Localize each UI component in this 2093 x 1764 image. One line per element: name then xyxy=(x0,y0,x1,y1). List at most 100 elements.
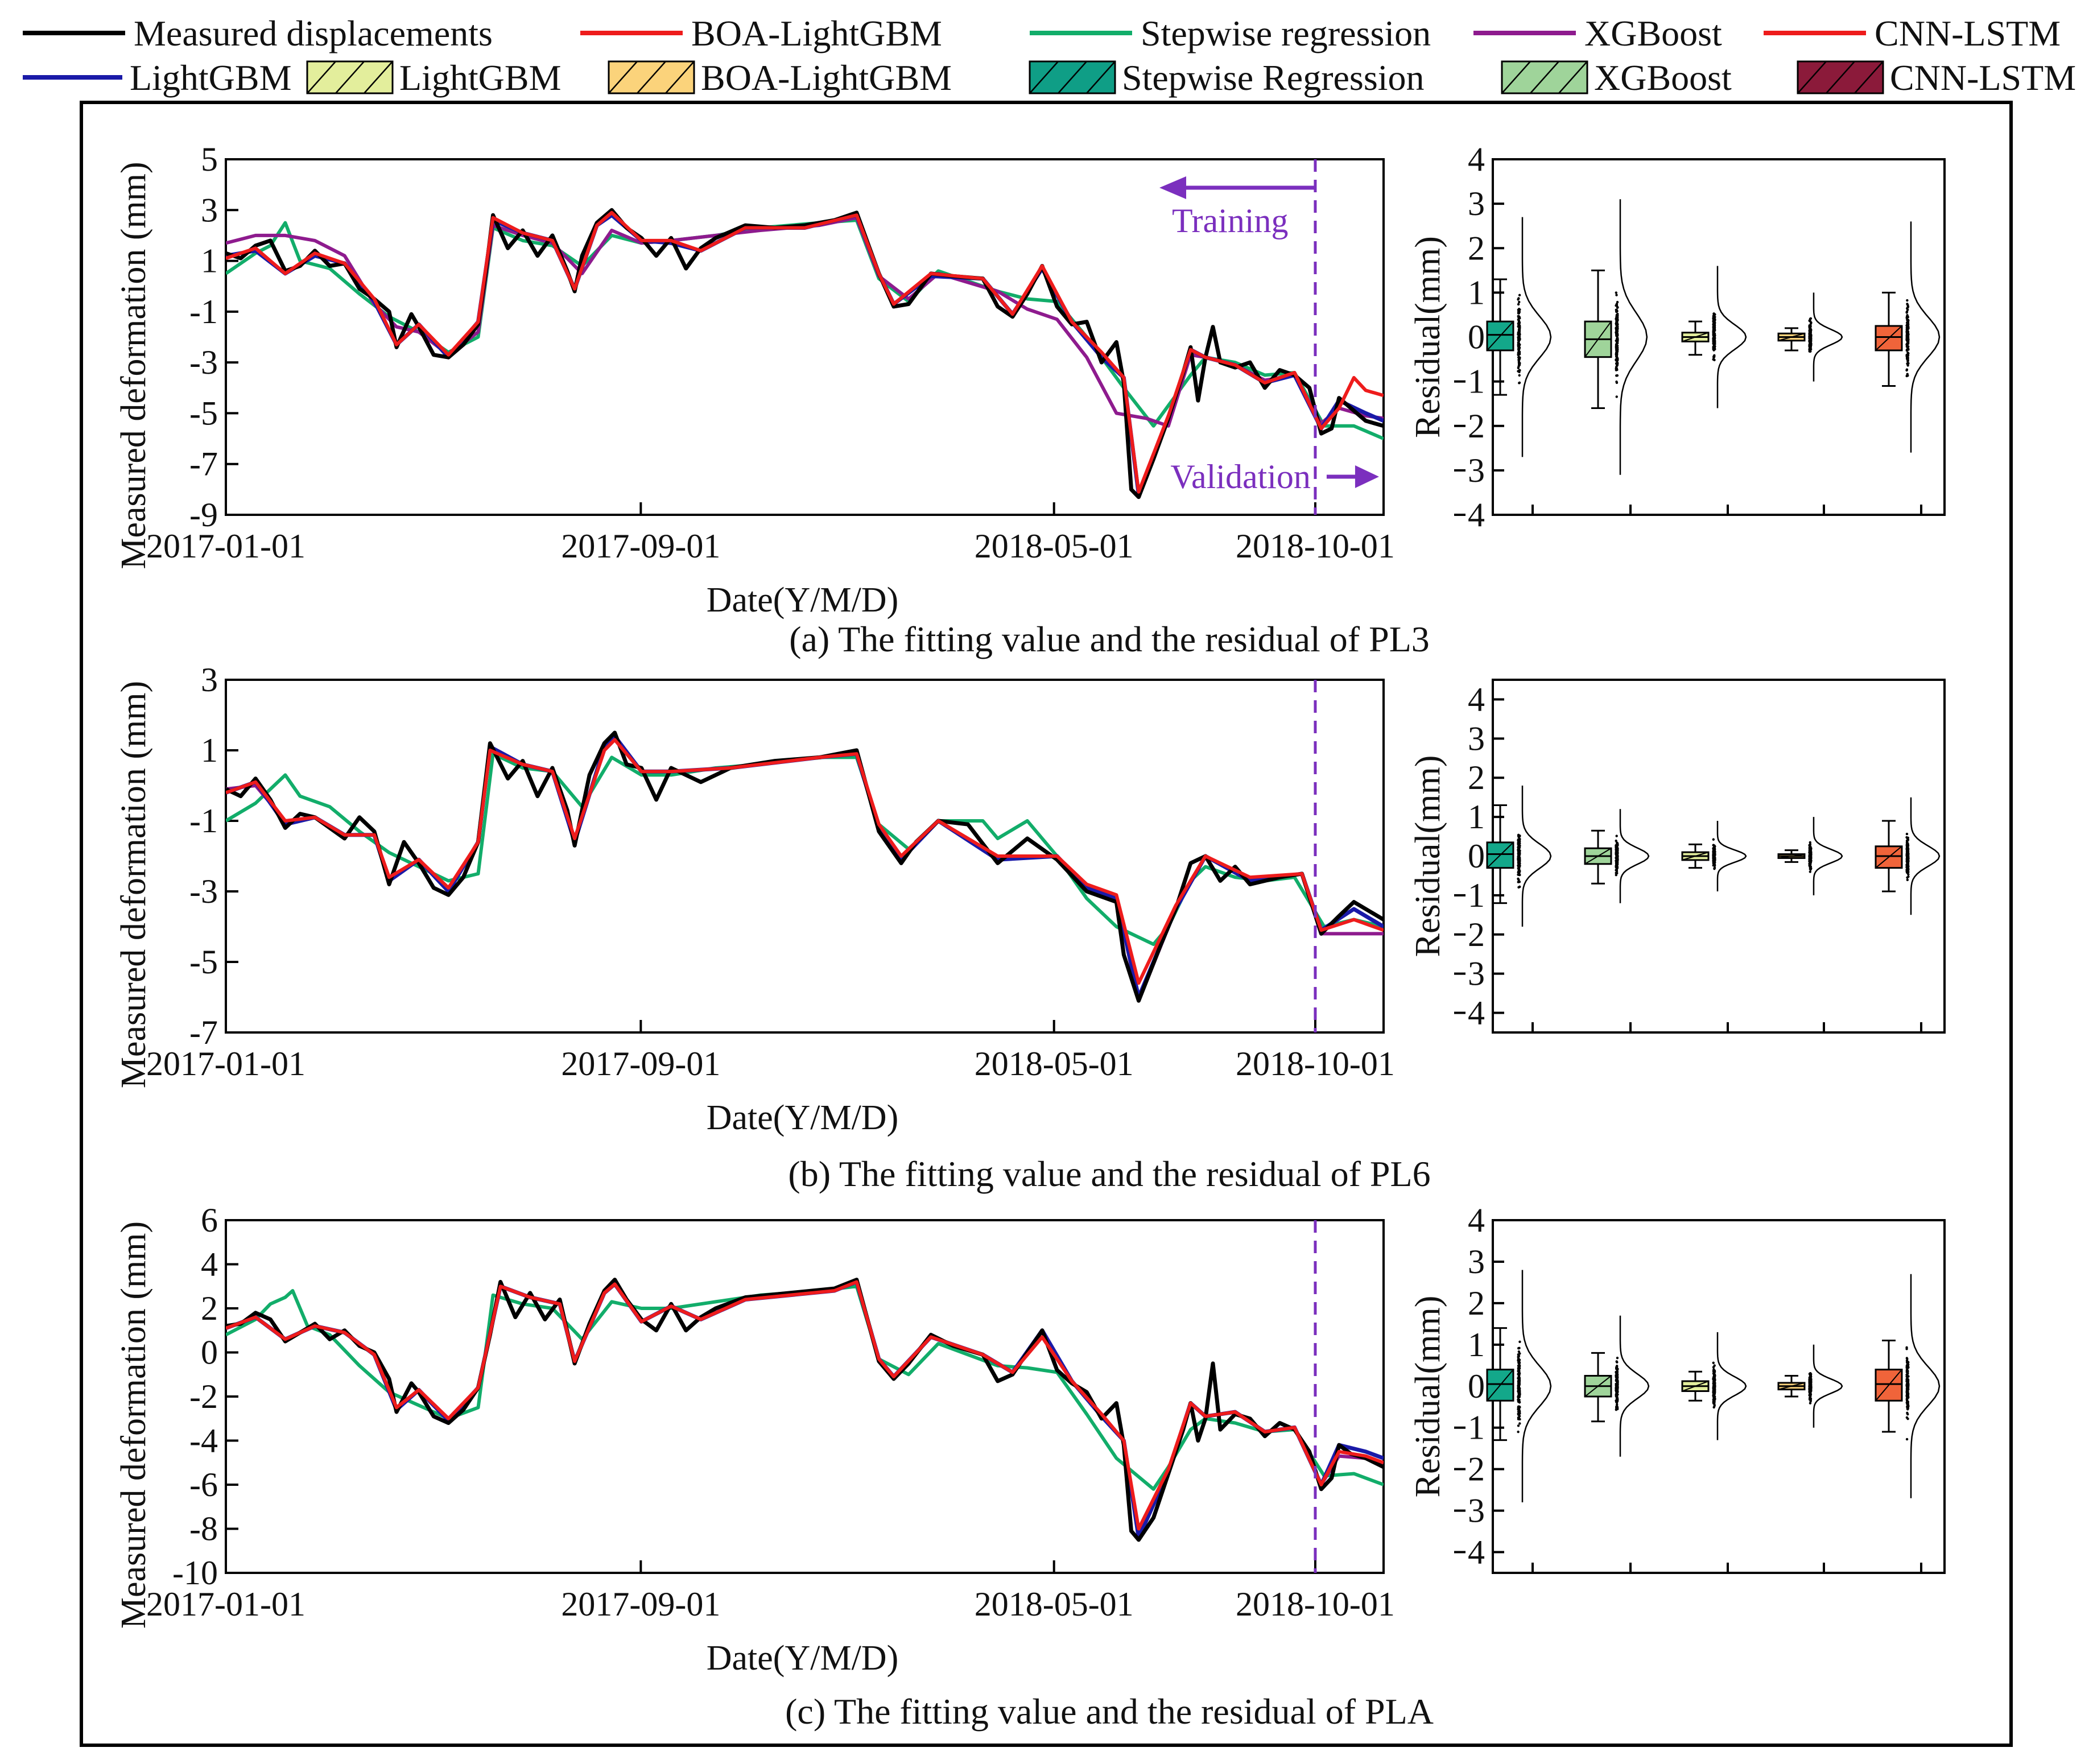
y-tick-label: 4 xyxy=(201,1246,218,1283)
y-tick-label: 3 xyxy=(201,661,218,699)
residual-panel-c-residual: 4 3 2 1 0 1 2 3 4 Residual(mm) xyxy=(1409,1201,1946,1574)
residual-box xyxy=(1486,217,1552,457)
y-tick-label: 4 xyxy=(1468,1201,1485,1239)
y-axis-label: Measured deformation (mm) xyxy=(114,1221,153,1629)
y-tick-label: 2 xyxy=(1468,759,1485,796)
residual-density-curve xyxy=(1910,221,1941,453)
x-tick-label: 2018-10-01 xyxy=(1236,1585,1395,1623)
residual-density-curve xyxy=(1716,821,1747,891)
y-tick-label: -5 xyxy=(189,394,218,432)
legend: Measured displacements BOA-LightGBM Stepwi… xyxy=(23,13,2076,98)
y-tick-label: 6 xyxy=(201,1201,218,1239)
y-tick-label: -3 xyxy=(189,873,218,910)
legend-label: CNN-LSTM xyxy=(1890,57,2076,98)
y-tick-label: -2 xyxy=(189,1378,218,1415)
residual-density-curve xyxy=(1619,1315,1650,1457)
y-tick-label: 4 xyxy=(1468,680,1485,718)
x-tick-label: 2018-10-01 xyxy=(1236,1045,1395,1083)
x-tick-label: 2018-05-01 xyxy=(975,1045,1134,1083)
y-tick-label: -7 xyxy=(189,1014,218,1051)
series-line-measured xyxy=(226,730,1384,1003)
legend-swatch-box xyxy=(306,60,394,94)
legend-label: Measured displacements xyxy=(134,13,493,53)
y-tick-label: 1 xyxy=(201,732,218,769)
residual-box xyxy=(1777,292,1843,382)
y-tick-label: 3 xyxy=(1468,185,1485,222)
legend-swatch-box xyxy=(1797,60,1884,94)
y-tick-label: 3 xyxy=(1468,1492,1485,1530)
y-tick-label: 1 xyxy=(1468,1326,1485,1364)
x-tick-label: 2017-09-01 xyxy=(561,527,720,565)
legend-label: CNN-LSTM xyxy=(1875,13,2061,53)
outer-frame xyxy=(80,101,2013,1747)
x-tick-label: 2018-10-01 xyxy=(1236,527,1395,565)
y-tick-label: 2 xyxy=(1468,916,1485,953)
y-tick-label: 0 xyxy=(1468,319,1485,356)
panel-caption: (b) The fitting value and the residual o… xyxy=(788,1154,1430,1194)
series-line-boa xyxy=(226,738,1384,985)
training-label: Training xyxy=(1172,202,1289,239)
training-arrowhead xyxy=(1159,176,1186,199)
residual-density-curve xyxy=(1813,817,1843,895)
y-tick-label: -6 xyxy=(189,1466,218,1503)
residual-density-curve xyxy=(1716,266,1747,408)
y-tick-label: 1 xyxy=(1468,363,1485,400)
legend-label: Stepwise Regression xyxy=(1122,57,1425,98)
x-tick-label: 2017-09-01 xyxy=(561,1585,720,1623)
x-tick-label: 2017-01-01 xyxy=(146,1585,306,1623)
legend-label: BOA-LightGBM xyxy=(701,57,952,98)
residual-density-curve xyxy=(1813,292,1843,382)
residual-box xyxy=(1584,809,1650,903)
y-tick-label: 2 xyxy=(1468,229,1485,267)
plot-frame xyxy=(225,679,1385,1034)
y-axis-label: Residual(mm) xyxy=(1409,755,1447,957)
y-tick-label: 3 xyxy=(1468,955,1485,993)
legend-swatch-box xyxy=(608,60,695,94)
legend-label: XGBoost xyxy=(1584,13,1722,53)
validation-arrowhead xyxy=(1355,465,1379,488)
y-tick-label: -1 xyxy=(189,293,218,331)
y-tick-label: 4 xyxy=(1468,141,1485,178)
residual-panel-a-residual: 4 3 2 1 0 1 2 3 4 Residual(mm) xyxy=(1409,141,1946,534)
y-tick-label: 2 xyxy=(201,1290,218,1327)
y-tick-label: 1 xyxy=(1468,1409,1485,1447)
y-axis-label: Measured deformation (mm) xyxy=(114,681,153,1088)
y-tick-label: 3 xyxy=(1468,1243,1485,1280)
x-tick-label: 2017-01-01 xyxy=(146,527,306,565)
y-tick-label: 3 xyxy=(1468,720,1485,757)
residual-density-curve xyxy=(1910,797,1941,915)
residual-density-curve xyxy=(1813,1344,1843,1428)
series-line-measured xyxy=(226,1278,1384,1542)
legend-label: Stepwise regression xyxy=(1141,13,1431,53)
legend-label: XGBoost xyxy=(1594,57,1732,98)
y-tick-label: 4 xyxy=(1468,994,1485,1032)
y-tick-label: -8 xyxy=(189,1510,218,1548)
y-axis-label: Residual(mm) xyxy=(1409,1296,1447,1498)
residual-density-curve xyxy=(1521,1270,1552,1502)
y-tick-label: 2 xyxy=(1468,1284,1485,1322)
y-tick-label: 0 xyxy=(1468,1368,1485,1405)
legend-label: LightGBM xyxy=(130,57,291,98)
residual-box xyxy=(1681,821,1747,891)
residual-box xyxy=(1875,1274,1941,1498)
x-tick-label: 2017-09-01 xyxy=(561,1045,720,1083)
residual-box xyxy=(1777,1344,1843,1428)
residual-charts: 432101234Residual(mm)432101234Residual(m… xyxy=(1409,141,1946,1574)
residual-box xyxy=(1875,797,1941,915)
y-tick-label: 1 xyxy=(1468,877,1485,914)
y-tick-label: -5 xyxy=(189,943,218,981)
residual-box xyxy=(1486,786,1552,927)
series-line-boa xyxy=(226,210,1384,494)
y-tick-label: 1 xyxy=(1468,798,1485,836)
plot-frame xyxy=(225,158,1385,516)
y-tick-label: 5 xyxy=(201,141,218,178)
residual-box xyxy=(1681,1332,1747,1440)
legend-swatch-box xyxy=(1501,60,1588,94)
y-tick-label: -10 xyxy=(172,1554,218,1592)
